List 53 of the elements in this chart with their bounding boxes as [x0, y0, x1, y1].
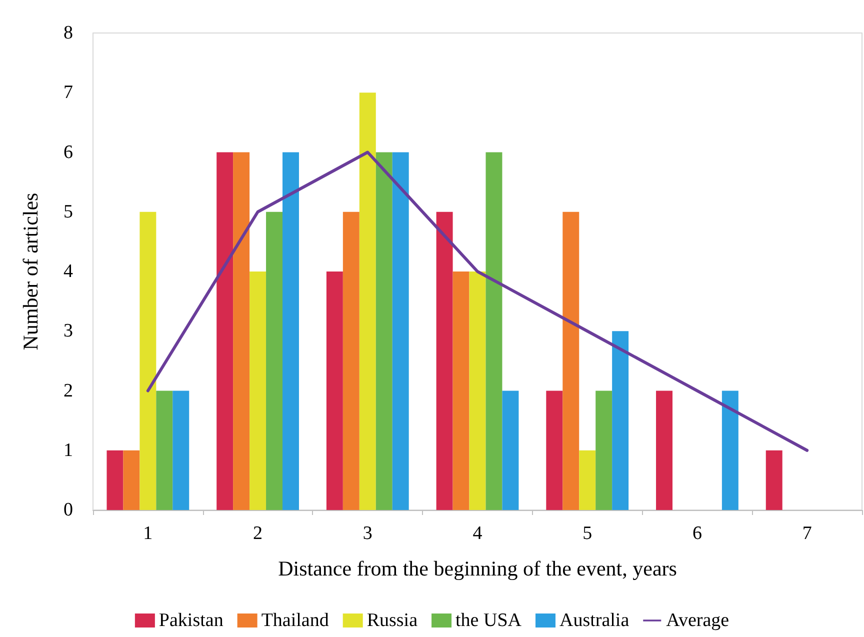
- legend-label: Australia: [559, 610, 630, 631]
- bar: [656, 390, 672, 510]
- x-tick-label: 7: [802, 523, 812, 544]
- legend-label: Russia: [366, 610, 418, 631]
- y-tick-label: 7: [64, 82, 73, 104]
- legend-label: the USA: [456, 610, 522, 631]
- bar: [216, 152, 234, 510]
- bar: [596, 390, 612, 510]
- bar: [156, 390, 173, 510]
- bar: [486, 152, 502, 510]
- bar: [123, 450, 140, 510]
- y-tick-label: 6: [64, 142, 73, 163]
- x-tick-label: 2: [253, 523, 263, 544]
- y-tick-label: 0: [64, 500, 73, 520]
- y-tick-label: 4: [64, 261, 74, 282]
- bar: [546, 390, 563, 510]
- bar: [722, 390, 738, 510]
- x-tick-label: 1: [143, 523, 153, 544]
- y-tick-label: 8: [64, 22, 73, 44]
- bar: [502, 390, 519, 510]
- bar: [342, 212, 360, 510]
- y-tick-label: 3: [64, 320, 73, 342]
- bar: [233, 152, 250, 510]
- x-tick-label: 5: [582, 523, 592, 544]
- legend-label: Average: [666, 610, 730, 631]
- bar: [766, 450, 782, 510]
- bar: [469, 272, 486, 510]
- y-tick-label: 1: [64, 440, 73, 461]
- bar: [266, 212, 283, 510]
- bar: [106, 450, 124, 510]
- legend-label: Pakistan: [158, 610, 224, 631]
- y-tick-label: 5: [64, 201, 73, 222]
- bar: [376, 152, 392, 510]
- x-tick-label: 6: [692, 523, 702, 544]
- bar: [579, 450, 596, 510]
- bar: [282, 152, 299, 510]
- x-axis-title: Distance from the beginning of the event, years: [278, 556, 677, 580]
- x-tick-label: 4: [472, 523, 483, 544]
- legend-label: Thailand: [261, 610, 330, 631]
- bar: [359, 92, 376, 510]
- bar: [326, 272, 343, 510]
- bar: [172, 390, 190, 510]
- bar: [250, 272, 266, 510]
- bar: [140, 212, 156, 510]
- bar: [612, 331, 629, 510]
- bar: [452, 272, 470, 510]
- y-tick-label: 2: [64, 380, 73, 402]
- bar: [436, 212, 453, 510]
- bar: [392, 152, 409, 510]
- x-tick-label: 3: [362, 523, 372, 544]
- y-axis-title: Number of articles: [18, 192, 42, 350]
- bar: [562, 212, 580, 510]
- line-series: [146, 150, 809, 452]
